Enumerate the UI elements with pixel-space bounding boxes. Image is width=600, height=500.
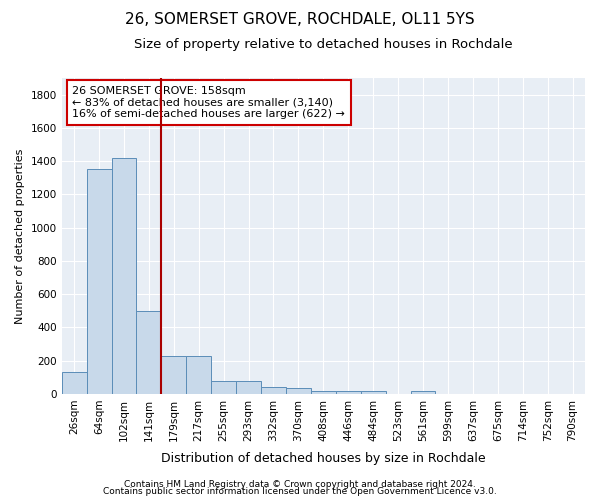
Bar <box>361 392 386 394</box>
Bar <box>236 382 261 394</box>
Bar <box>261 388 286 394</box>
Bar <box>410 391 436 394</box>
Bar <box>136 311 161 394</box>
Bar <box>211 382 236 394</box>
X-axis label: Distribution of detached houses by size in Rochdale: Distribution of detached houses by size … <box>161 452 485 465</box>
Title: Size of property relative to detached houses in Rochdale: Size of property relative to detached ho… <box>134 38 512 51</box>
Text: 26 SOMERSET GROVE: 158sqm
← 83% of detached houses are smaller (3,140)
16% of se: 26 SOMERSET GROVE: 158sqm ← 83% of detac… <box>72 86 345 119</box>
Bar <box>112 158 136 394</box>
Bar <box>62 372 86 394</box>
Y-axis label: Number of detached properties: Number of detached properties <box>15 148 25 324</box>
Bar <box>86 170 112 394</box>
Text: Contains HM Land Registry data © Crown copyright and database right 2024.: Contains HM Land Registry data © Crown c… <box>124 480 476 489</box>
Text: 26, SOMERSET GROVE, ROCHDALE, OL11 5YS: 26, SOMERSET GROVE, ROCHDALE, OL11 5YS <box>125 12 475 28</box>
Bar <box>311 390 336 394</box>
Text: Contains public sector information licensed under the Open Government Licence v3: Contains public sector information licen… <box>103 487 497 496</box>
Bar <box>186 356 211 394</box>
Bar <box>336 391 361 394</box>
Bar <box>161 356 186 394</box>
Bar <box>286 388 311 394</box>
